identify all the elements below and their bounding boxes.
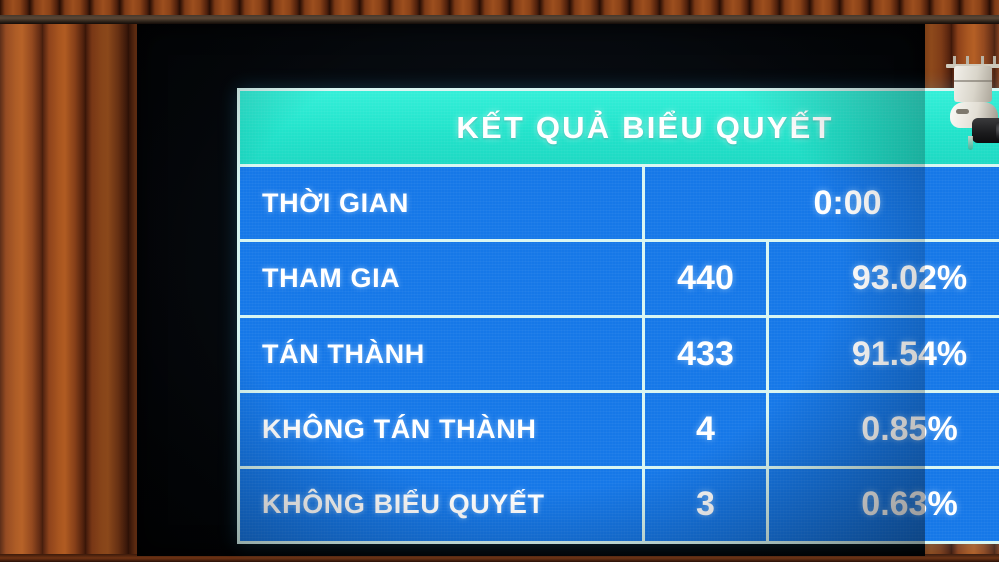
row-percent-text: 0.85% [861, 409, 958, 448]
row-count-cell: 3 [645, 468, 769, 542]
board-title-text: KẾT QUẢ BIỂU QUYẾT [456, 109, 834, 145]
camera-bracket-pin [966, 56, 969, 66]
row-percent-cell: 0.63% [769, 469, 999, 541]
row-percent-cell: 91.54% [769, 318, 999, 390]
row-percent-text: 91.54% [851, 334, 968, 373]
voting-result-board: KẾT QUẢ BIỂU QUYẾT THỜI GIAN 0:00 THAM G… [237, 88, 999, 544]
camera-head [972, 118, 999, 143]
wood-top-band [0, 0, 999, 15]
row-label-cell: KHÔNG BIỂU QUYẾT [240, 468, 645, 542]
row-count-text: 3 [696, 485, 715, 524]
camera-arm-slot [956, 109, 969, 114]
table-row-disapprove: KHÔNG TÁN THÀNH 4 0.85% [240, 393, 999, 469]
row-percent-text: 93.02% [851, 259, 968, 298]
row-label-text: TÁN THÀNH [262, 338, 425, 369]
camera-bracket-pin [993, 56, 996, 66]
row-label-cell: KHÔNG TÁN THÀNH [240, 393, 645, 466]
row-count-text: 440 [677, 259, 734, 298]
ptz-camera [944, 56, 999, 166]
row-count-cell: 433 [645, 317, 769, 391]
row-count-cell: 4 [645, 393, 769, 466]
row-count-text: 433 [677, 334, 734, 373]
row-label-cell: THỜI GIAN [240, 167, 645, 240]
row-label-text: THỜI GIAN [262, 187, 409, 218]
camera-cable-drop [968, 136, 973, 150]
table-row-abstain: KHÔNG BIỂU QUYẾT 3 0.63% [240, 468, 999, 542]
row-time-value-cell: 0:00 [645, 167, 999, 239]
board-title-bar: KẾT QUẢ BIỂU QUYẾT [240, 91, 999, 167]
camera-mount-box [954, 66, 992, 102]
row-label-text: KHÔNG BIỂU QUYẾT [262, 489, 545, 520]
camera-lens-icon [996, 122, 999, 139]
row-label-text: KHÔNG TÁN THÀNH [262, 413, 537, 444]
wood-panel-left [0, 0, 140, 562]
row-time-value-text: 0:00 [813, 183, 882, 222]
camera-bracket-pin [981, 56, 984, 66]
table-row-time: THỜI GIAN 0:00 [240, 167, 999, 243]
result-rows: THỜI GIAN 0:00 THAM GIA 440 93.02% [240, 167, 999, 542]
row-percent-cell: 0.85% [769, 393, 999, 465]
row-percent-cell: 93.02% [769, 242, 999, 314]
row-label-cell: TÁN THÀNH [240, 317, 645, 391]
row-percent-text: 0.63% [861, 485, 958, 524]
camera-mount-seam [954, 80, 992, 82]
table-row-approve: TÁN THÀNH 433 91.54% [240, 317, 999, 394]
row-count-cell: 440 [645, 242, 769, 315]
wood-bottom-band [0, 554, 999, 562]
wood-top-trim [0, 15, 999, 24]
row-count-text: 4 [696, 409, 715, 448]
row-label-text: THAM GIA [262, 263, 401, 294]
table-row-participated: THAM GIA 440 93.02% [240, 242, 999, 318]
row-label-cell: THAM GIA [240, 242, 645, 315]
camera-bracket-pin [953, 56, 956, 66]
led-display-screen: KẾT QUẢ BIỂU QUYẾT THỜI GIAN 0:00 THAM G… [137, 24, 999, 556]
